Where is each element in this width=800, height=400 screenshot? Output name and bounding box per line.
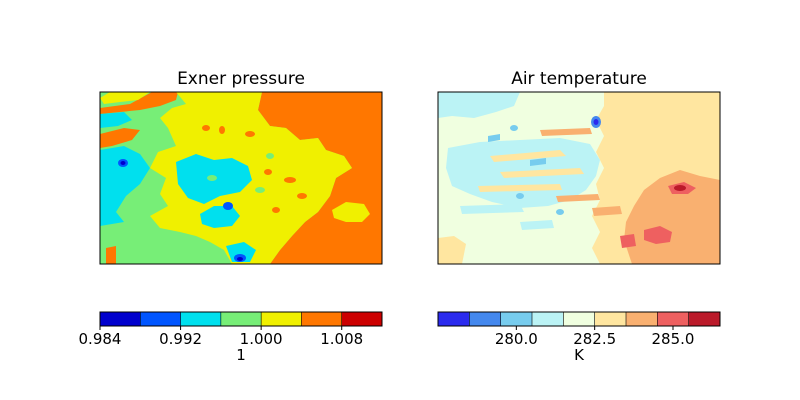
exner-region-orange-west <box>100 128 140 148</box>
exner-colorbar-tick-label: 1.008 <box>320 330 363 348</box>
airtemp-plot-frame <box>437 91 721 265</box>
exner-colorbar-segment <box>301 312 342 326</box>
airtemp-colorbar-segment <box>626 312 658 326</box>
exner-region-darkblue <box>120 161 126 165</box>
exner-region-yellow-top <box>100 92 150 104</box>
airtemp-region-lightcyan-nw <box>438 92 520 118</box>
airtemp-colorbar-segment <box>500 312 532 326</box>
airtemp-colorbar-segment <box>594 312 626 326</box>
exner-field <box>100 92 382 264</box>
exner-colorbar: 0.984 0.992 1.000 1.008 <box>79 311 383 348</box>
exner-colorbar-segment <box>341 312 382 326</box>
airtemp-colorbar-tick-label: 282.5 <box>573 330 616 348</box>
exner-region-cyan-bottom <box>226 242 256 262</box>
airtemp-colorbar-segment <box>563 312 595 326</box>
airtemp-field <box>438 92 720 264</box>
airtemp-streak <box>478 184 562 192</box>
airtemp-colorbar-tick-label: 280.0 <box>495 330 538 348</box>
exner-colorbar-segment <box>261 312 302 326</box>
exner-speckle <box>284 177 296 183</box>
exner-colorbar-tick-label: 0.992 <box>159 330 202 348</box>
exner-speckle <box>109 255 115 261</box>
airtemp-streak <box>592 206 622 216</box>
exner-colorbar-segment <box>100 312 141 326</box>
exner-colorbar-segment <box>140 312 181 326</box>
exner-colorbar-label: 1 <box>236 346 246 364</box>
airtemp-streak <box>488 134 500 142</box>
airtemp-colorbar-tick-label: 285.0 <box>652 330 695 348</box>
airtemp-streak <box>500 168 584 178</box>
exner-speckle <box>297 193 307 199</box>
exner-speckle <box>264 169 272 175</box>
airtemp-region-darkred <box>674 185 686 191</box>
exner-region-blue-c <box>223 202 233 210</box>
airtemp-colorbar-frame <box>437 311 721 327</box>
airtemp-streak <box>540 128 592 136</box>
exner-speckle <box>255 187 265 193</box>
exner-colorbar-tick-label: 0.984 <box>79 330 122 348</box>
exner-speckle <box>266 153 274 159</box>
exner-region-cyan-nw <box>100 112 132 128</box>
exner-speckle <box>272 207 280 213</box>
exner-region-orange-sw <box>106 246 116 264</box>
airtemp-streak <box>490 150 566 162</box>
airtemp-region-blue <box>556 209 564 215</box>
airtemp-colorbar: 280.0 282.5 285.0 <box>437 311 721 348</box>
exner-plot-frame <box>99 91 383 265</box>
exner-speckle <box>202 125 210 131</box>
exner-speckle <box>219 126 225 134</box>
exner-region-yellow-patch <box>332 202 370 222</box>
airtemp-colorbar-segment <box>657 312 689 326</box>
airtemp-region-blue <box>510 125 518 131</box>
exner-region-cyan-south <box>200 206 240 228</box>
exner-colorbar-frame <box>99 311 383 327</box>
airtemp-colorbar-segment <box>438 312 470 326</box>
airtemp-colorbar-segment <box>469 312 501 326</box>
airtemp-colorbar-label: K <box>574 346 585 364</box>
airtemp-region-red <box>644 226 672 244</box>
exner-region-cyan-west <box>100 146 150 226</box>
airtemp-title: Air temperature <box>511 69 647 89</box>
airtemp-colorbar-segment <box>532 312 564 326</box>
exner-speckle <box>245 131 255 137</box>
airtemp-streak <box>460 204 524 214</box>
airtemp-streak <box>556 194 600 202</box>
airtemp-region-darkblue <box>593 119 599 125</box>
airtemp-streak <box>520 220 554 230</box>
airtemp-region-red <box>620 234 636 248</box>
exner-region-darkblue-s <box>237 257 243 261</box>
airtemp-colorbar-segment <box>688 312 720 326</box>
airtemp-region-blue <box>516 193 524 199</box>
exner-title: Exner pressure <box>177 69 305 89</box>
exner-colorbar-tick-label: 1.000 <box>240 330 283 348</box>
airtemp-streak <box>530 158 546 166</box>
exner-colorbar-segment <box>180 312 221 326</box>
exner-region-orange-nw <box>100 92 178 114</box>
exner-colorbar-segment <box>220 312 262 326</box>
airtemp-region-peach-sw <box>438 236 466 264</box>
exner-speckle <box>207 175 217 181</box>
